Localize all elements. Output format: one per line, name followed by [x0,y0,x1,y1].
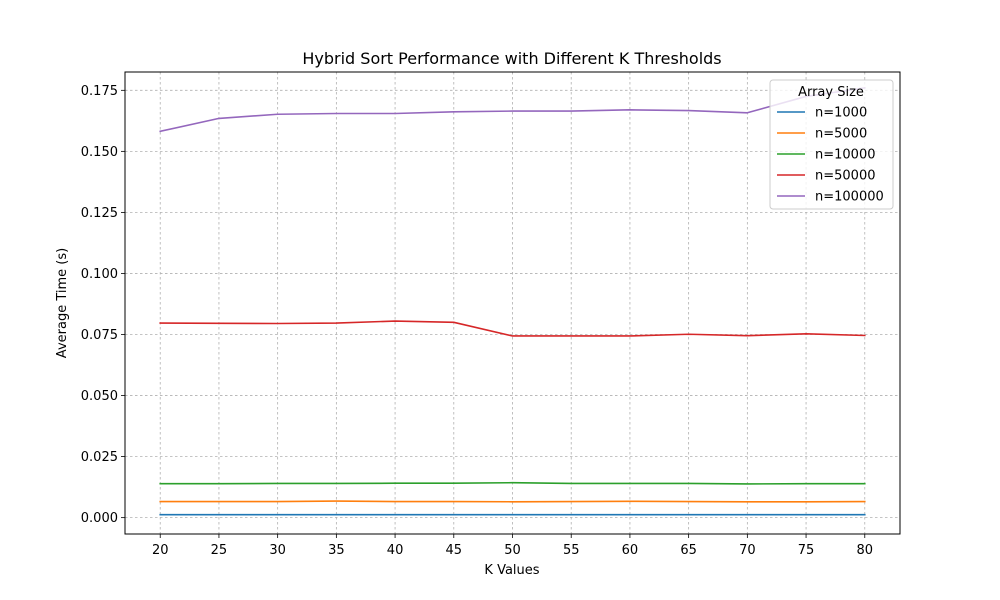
series-lines [159,86,866,516]
y-axis-ticks: 0.000 0.025 0.050 0.075 0.100 0.125 0.150 0.175 [81,84,125,526]
x-tick-label: 55 [563,543,580,558]
series-line-n-100000 [159,86,866,133]
x-tick-label: 50 [504,543,521,558]
chart-title: Hybrid Sort Performance with Different K… [302,49,721,68]
x-tick-label: 40 [387,543,404,558]
y-tick-label: 0.025 [81,450,118,465]
series-line-n-10000 [159,481,866,485]
series-line-n-50000 [159,320,866,337]
x-tick-label: 35 [328,543,345,558]
y-tick-label: 0.000 [81,511,118,526]
x-tick-label: 70 [739,543,756,558]
y-tick-label: 0.050 [81,389,118,404]
x-tick-label: 75 [798,543,815,558]
x-tick-label: 45 [446,543,463,558]
plot-frame [124,71,901,535]
x-axis-label: K Values [484,563,539,578]
x-tick-label: 25 [211,543,228,558]
y-tick-label: 0.100 [81,267,118,282]
series-line-n-5000 [159,500,866,503]
x-tick-label: 20 [152,543,169,558]
x-tick-label: 30 [269,543,286,558]
legend-entry-label: n=100000 [815,190,884,205]
legend: Array Size n=1000n=5000n=10000n=50000n=1… [769,79,894,210]
gridlines [125,72,900,534]
legend-entry-label: n=50000 [815,169,876,184]
y-tick-label: 0.175 [81,84,118,99]
y-tick-label: 0.075 [81,328,118,343]
legend-title: Array Size [798,85,864,100]
x-axis-ticks: 20 25 30 35 40 45 50 55 60 65 70 75 80 [152,534,873,558]
y-tick-label: 0.150 [81,145,118,160]
x-tick-label: 80 [856,543,873,558]
y-axis-label: Average Time (s) [55,248,70,358]
legend-entry-label: n=5000 [815,127,867,142]
legend-entry-label: n=1000 [815,106,867,121]
x-tick-label: 60 [622,543,639,558]
x-tick-label: 65 [680,543,697,558]
legend-entry-label: n=10000 [815,148,876,163]
legend-items: n=1000 n=5000 n=10000 n=50000 n=100000 [777,106,884,205]
y-tick-label: 0.125 [81,206,118,221]
